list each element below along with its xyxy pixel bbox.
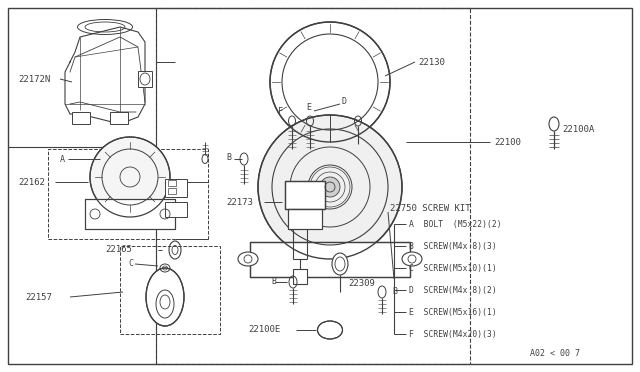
Text: B  SCREW(M4x 8)(3): B SCREW(M4x 8)(3): [409, 241, 497, 250]
Text: E  SCREW(M5x16)(1): E SCREW(M5x16)(1): [409, 308, 497, 317]
Text: A: A: [60, 154, 65, 164]
Ellipse shape: [332, 253, 348, 275]
Bar: [285, 181, 325, 209]
Text: 22162: 22162: [18, 177, 45, 186]
Circle shape: [320, 177, 340, 197]
Bar: [288, 209, 322, 229]
Bar: [168, 180, 176, 186]
Text: 22157: 22157: [25, 292, 52, 301]
Text: E: E: [306, 103, 311, 112]
Text: 22130: 22130: [418, 58, 445, 67]
Text: A  BOLT  (M5x22)(2): A BOLT (M5x22)(2): [409, 219, 502, 228]
Text: B: B: [226, 153, 231, 161]
Text: 22309: 22309: [348, 279, 375, 289]
Bar: [48, 149, 208, 239]
Text: 22172N: 22172N: [18, 74, 51, 83]
Ellipse shape: [146, 268, 184, 326]
Bar: [285, 181, 325, 209]
Text: 22173: 22173: [226, 198, 253, 206]
Text: 22100E: 22100E: [248, 326, 280, 334]
Bar: [288, 209, 322, 229]
Ellipse shape: [317, 321, 342, 339]
Text: B: B: [271, 278, 276, 286]
Text: 22100: 22100: [494, 138, 521, 147]
Circle shape: [90, 137, 170, 217]
Circle shape: [258, 115, 402, 259]
Bar: [110, 112, 128, 124]
Bar: [138, 71, 152, 87]
Ellipse shape: [402, 252, 422, 266]
Text: D: D: [342, 96, 347, 106]
Bar: [168, 188, 176, 194]
Circle shape: [270, 22, 390, 142]
Text: 22100A: 22100A: [562, 125, 595, 134]
Bar: [120, 246, 220, 334]
Text: F: F: [278, 106, 283, 115]
Ellipse shape: [238, 252, 258, 266]
Text: D  SCREW(M4x 8)(2): D SCREW(M4x 8)(2): [409, 285, 497, 295]
Text: A02 < 00 7: A02 < 00 7: [530, 350, 580, 359]
Polygon shape: [65, 27, 145, 124]
Text: 22750 SCREW KIT: 22750 SCREW KIT: [390, 203, 470, 212]
Bar: [250, 242, 410, 277]
Text: B: B: [392, 288, 397, 296]
Bar: [165, 179, 187, 197]
Bar: [165, 202, 187, 217]
Bar: [72, 112, 90, 124]
Bar: [293, 269, 307, 284]
Text: F  SCREW(M4x20)(3): F SCREW(M4x20)(3): [409, 330, 497, 339]
Bar: [156, 8, 470, 364]
Bar: [250, 242, 410, 277]
Bar: [85, 199, 175, 229]
Bar: [85, 199, 175, 229]
Text: C: C: [128, 260, 133, 269]
Text: C  SCREW(M5x10)(1): C SCREW(M5x10)(1): [409, 263, 497, 273]
Text: 22165: 22165: [105, 246, 132, 254]
